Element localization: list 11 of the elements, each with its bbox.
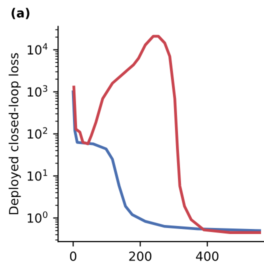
y-tick-label: 10$^{2}$ bbox=[28, 127, 48, 139]
x-tick-label: 400 bbox=[196, 252, 218, 261]
x-tick-label: 0 bbox=[70, 252, 76, 261]
y-axis-title: Deployed closed-loop loss bbox=[8, 53, 21, 214]
x-tick-label: 200 bbox=[129, 252, 152, 261]
y-tick-label: 10$^{1}$ bbox=[28, 169, 48, 181]
y-tick-label: 10$^{0}$ bbox=[28, 211, 48, 223]
y-tick-label: 10$^{3}$ bbox=[28, 85, 48, 97]
y-tick-label: 10$^{4}$ bbox=[28, 43, 48, 55]
line-series bbox=[72, 34, 262, 234]
text: (a) bbox=[12, 8, 30, 20]
